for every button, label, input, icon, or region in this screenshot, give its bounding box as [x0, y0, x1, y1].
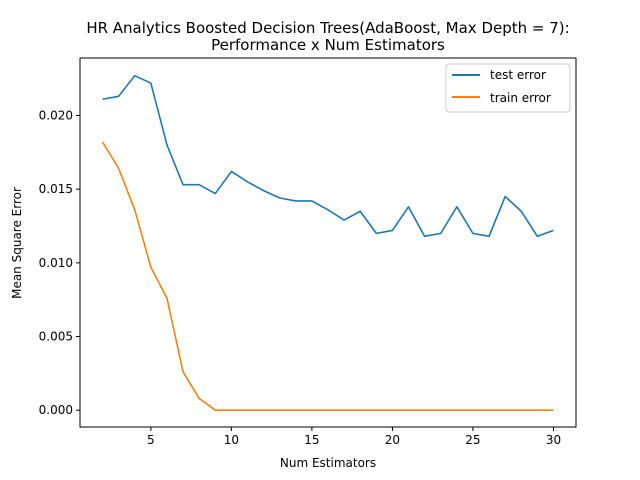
y-tick-label-0.005: 0.005: [39, 330, 73, 344]
chart-title-line2: Performance x Num Estimators: [211, 36, 445, 54]
x-axis-label: Num Estimators: [280, 456, 376, 470]
x-tick-label-5: 5: [147, 433, 155, 447]
series-layer: [101, 74, 554, 412]
y-tick-label-0.010: 0.010: [39, 256, 73, 270]
y-axis-label: Mean Square Error: [10, 187, 24, 299]
x-tick-label-15: 15: [304, 433, 319, 447]
legend-label-train-error: train error: [490, 91, 551, 105]
plot-area: [79, 57, 577, 428]
y-tick-label-0.000: 0.000: [39, 403, 73, 417]
legend-label-test-error: test error: [490, 68, 546, 82]
y-axis: 0.000 0.005 0.010 0.015 0.020: [39, 108, 80, 417]
x-tick-label-25: 25: [465, 433, 480, 447]
legend: test error train error: [445, 63, 571, 113]
series-line-train-error: [101, 141, 554, 412]
x-axis: 5 10 15 20 25 30: [147, 427, 561, 447]
x-tick-label-10: 10: [224, 433, 239, 447]
y-tick-label-0.020: 0.020: [39, 108, 73, 122]
chart-title-line1: HR Analytics Boosted Decision Trees(AdaB…: [86, 19, 569, 37]
series-line-test-error: [102, 74, 554, 238]
y-tick-label-0.015: 0.015: [39, 182, 73, 196]
x-tick-label-20: 20: [385, 433, 400, 447]
x-tick-label-30: 30: [546, 433, 561, 447]
